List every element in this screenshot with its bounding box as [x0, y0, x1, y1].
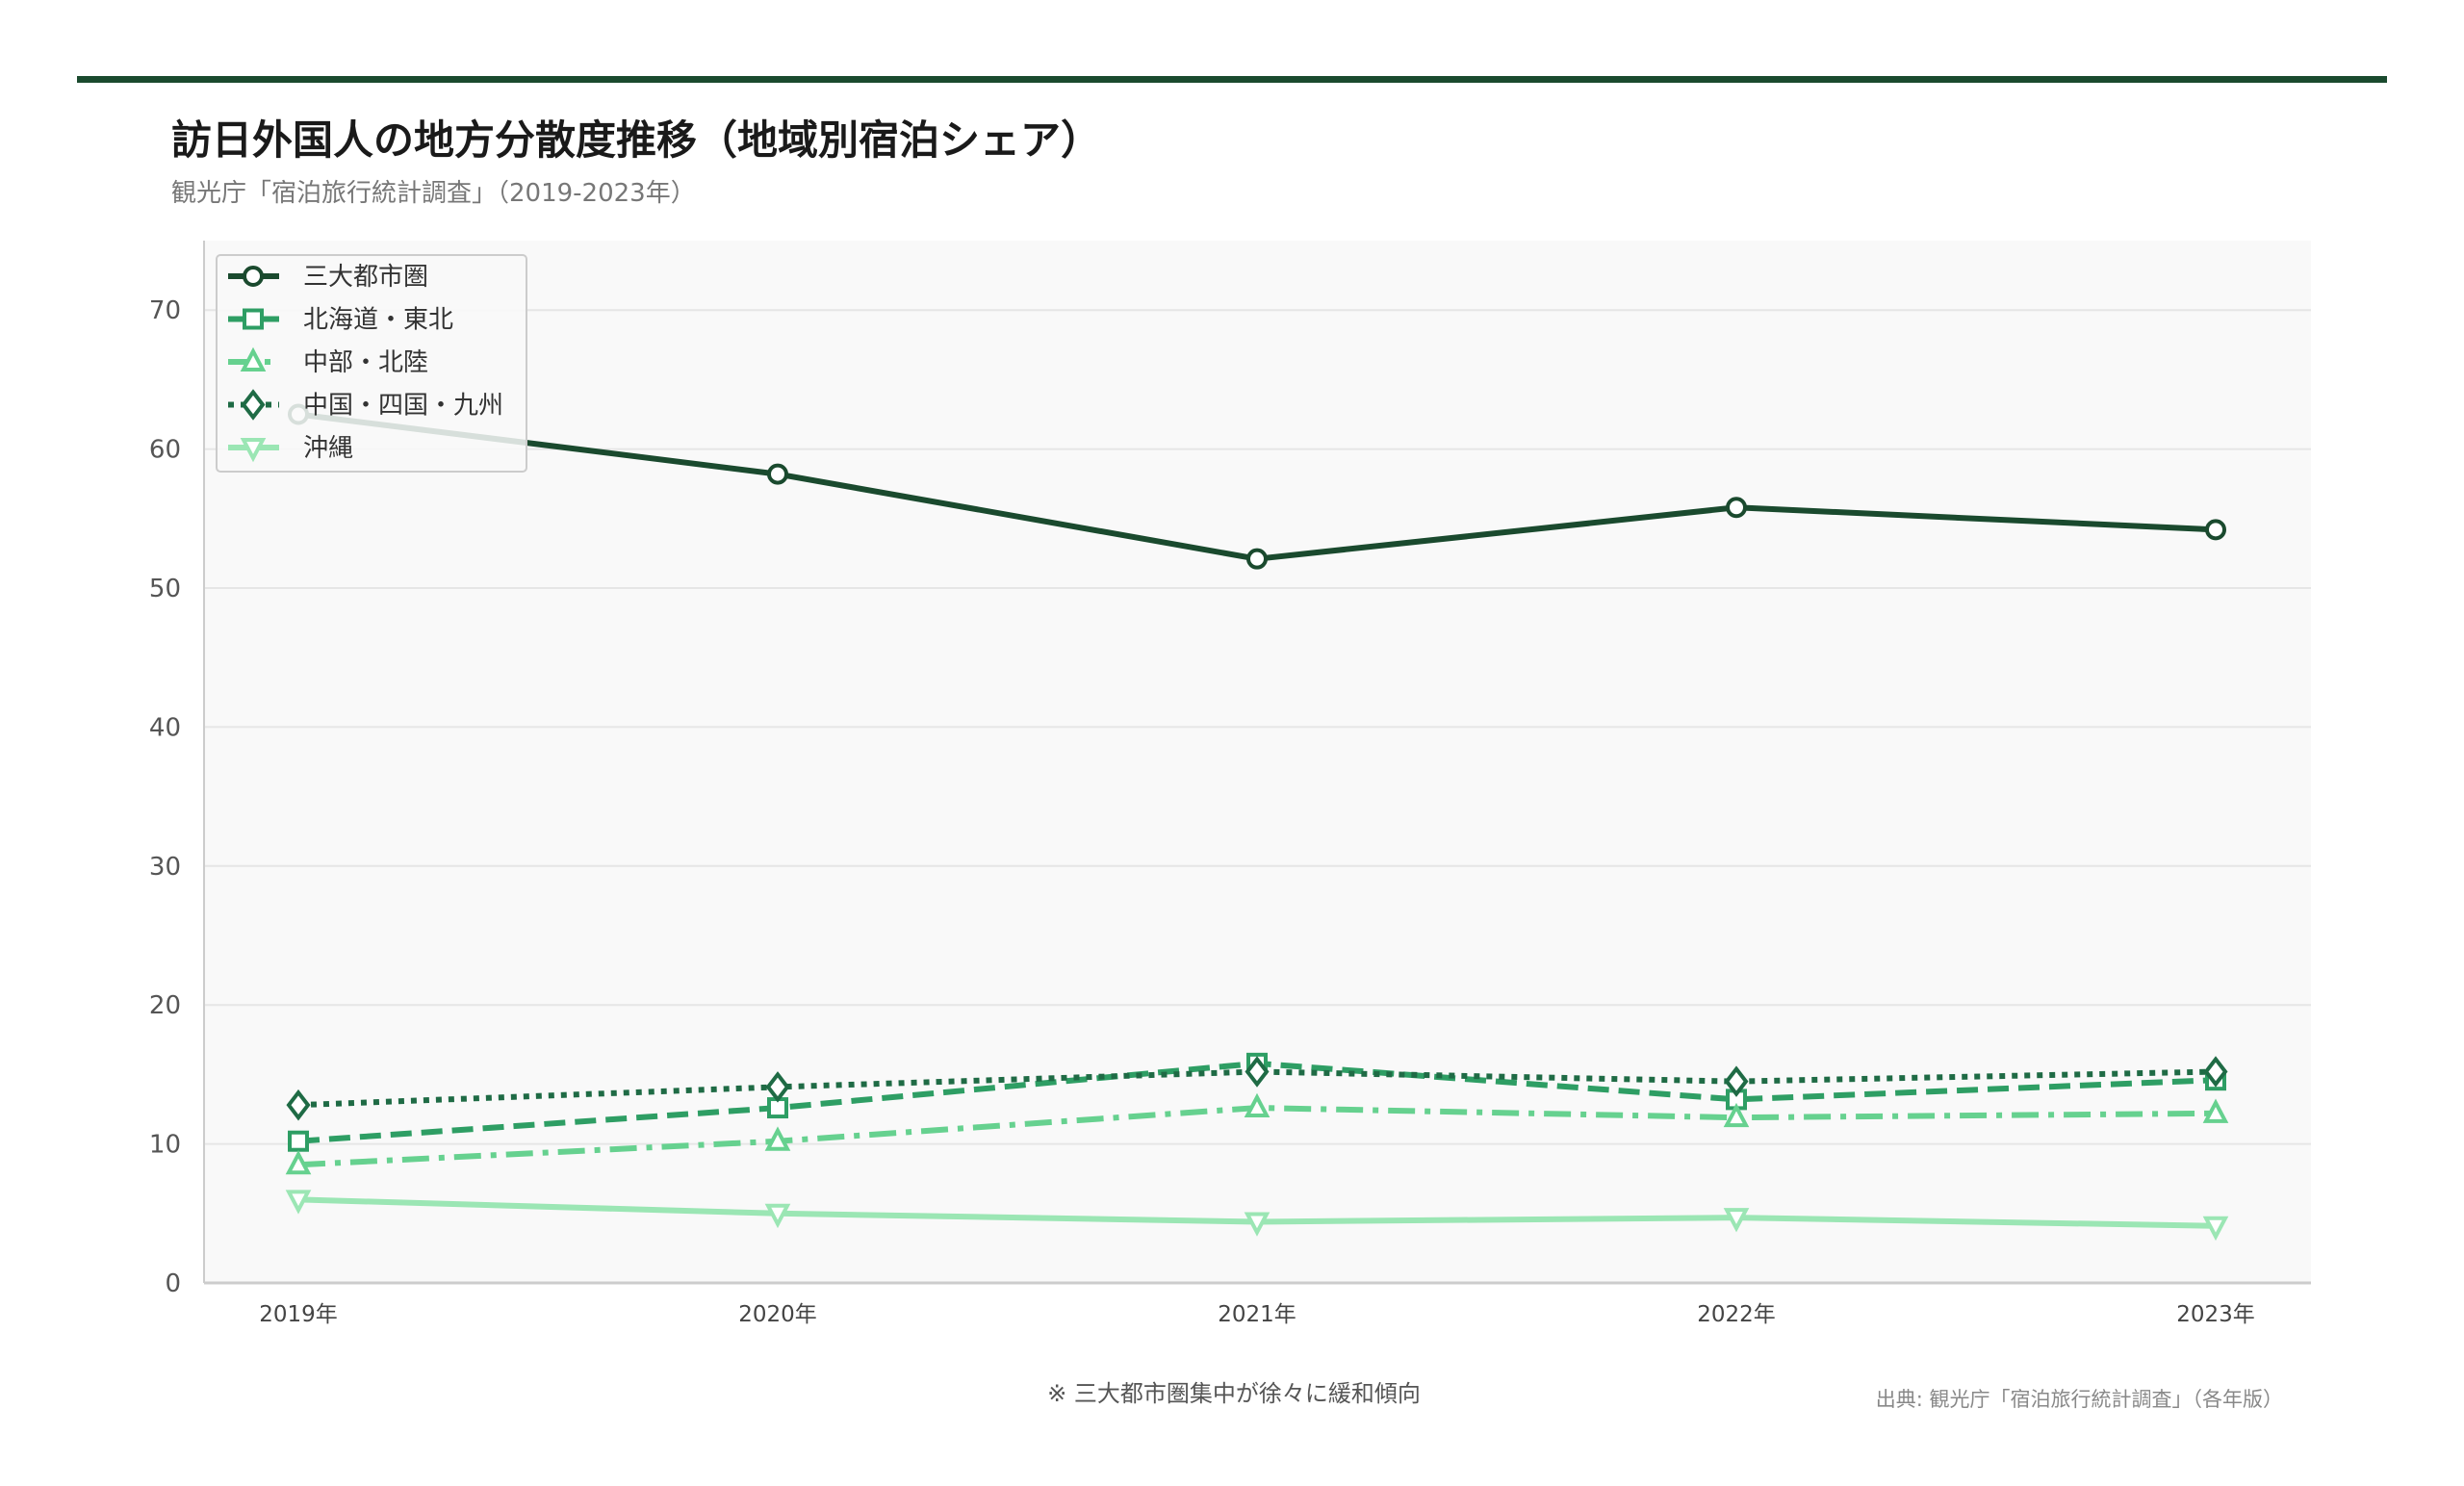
data-point-3-1	[285, 1149, 312, 1175]
legend-label: 中国・四国・九州	[303, 392, 503, 421]
legend-marker-1	[243, 266, 264, 287]
data-point-5-3	[1244, 1212, 1270, 1237]
data-point-4-2	[765, 1071, 790, 1103]
data-point-1-2	[767, 463, 788, 485]
x-tick-label: 2019年	[259, 1302, 338, 1327]
x-tick-label: 2023年	[2176, 1302, 2255, 1327]
y-tick-label: 60	[149, 436, 181, 465]
data-point-5-2	[764, 1203, 791, 1229]
legend-label: 北海道・東北	[303, 306, 453, 335]
y-tick-label: 50	[149, 575, 181, 603]
x-tick-label: 2020年	[738, 1302, 817, 1327]
legend-box	[216, 254, 527, 473]
data-point-5-1	[285, 1190, 312, 1215]
data-point-3-3	[1244, 1092, 1270, 1118]
legend-marker-3	[240, 346, 267, 372]
legend-marker-5	[240, 438, 267, 463]
legend-label: 沖縄	[303, 434, 353, 463]
data-point-1-4	[1726, 497, 1747, 519]
data-point-2-1	[288, 1130, 309, 1152]
legend-marker-4	[241, 389, 266, 421]
data-point-1-5	[2205, 519, 2226, 541]
data-point-4-5	[2203, 1056, 2228, 1088]
data-point-3-2	[764, 1126, 791, 1151]
data-point-4-1	[286, 1089, 311, 1121]
y-tick-label: 20	[149, 991, 181, 1020]
y-tick-label: 40	[149, 713, 181, 742]
annotation-note: ※ 三大都市圏集中が徐々に緩和傾向	[1047, 1380, 1421, 1407]
y-tick-label: 30	[149, 853, 181, 882]
y-tick-label: 10	[149, 1131, 181, 1160]
legend-marker-2	[243, 308, 264, 330]
y-tick-label: 0	[165, 1269, 181, 1298]
chart-title: 訪日外国人の地方分散度推移（地域別宿泊シェア）	[171, 116, 1102, 164]
data-point-3-4	[1723, 1102, 1750, 1128]
data-point-4-3	[1245, 1056, 1270, 1088]
data-point-5-4	[1723, 1208, 1750, 1233]
data-point-5-5	[2202, 1216, 2229, 1242]
x-tick-label: 2022年	[1697, 1302, 1776, 1327]
legend-label: 中部・北陸	[303, 348, 428, 377]
data-point-1-3	[1246, 548, 1268, 570]
legend-label: 三大都市圏	[303, 263, 428, 292]
y-tick-label: 70	[149, 296, 181, 325]
x-tick-label: 2021年	[1218, 1302, 1296, 1327]
source-credit: 出典: 観光庁「宿泊旅行統計調査」（各年版）	[1875, 1388, 2283, 1411]
data-point-4-4	[1724, 1065, 1749, 1097]
chart-subtitle: 観光庁「宿泊旅行統計調査」（2019-2023年）	[171, 179, 696, 208]
data-point-3-5	[2202, 1098, 2229, 1123]
top-accent-bar	[77, 76, 2387, 83]
